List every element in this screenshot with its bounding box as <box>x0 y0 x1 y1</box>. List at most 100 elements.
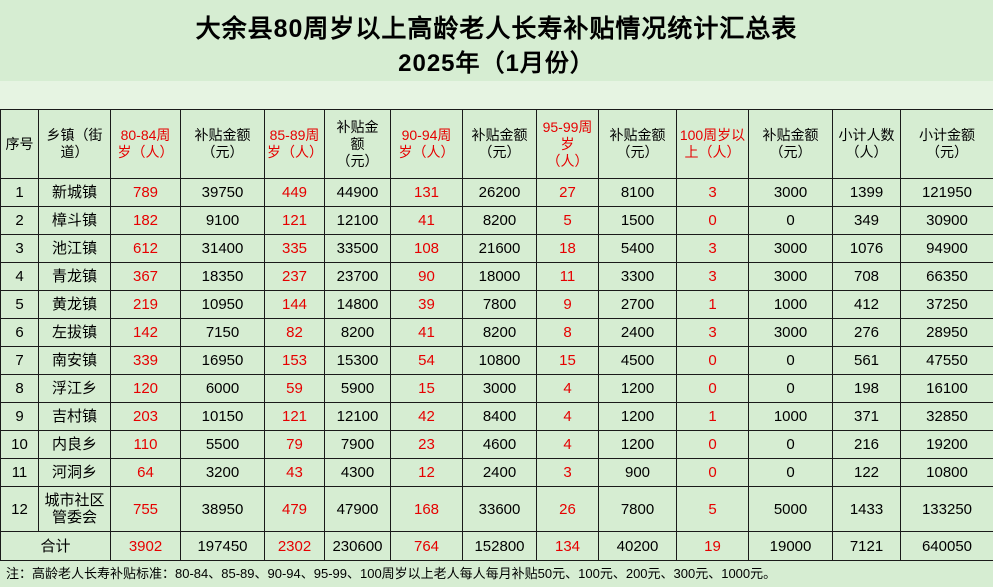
value-cell: 5900 <box>324 374 391 403</box>
total-value-cell: 152800 <box>462 531 537 561</box>
value-cell: 3000 <box>748 234 833 263</box>
township-name: 城市社区管委会 <box>38 486 111 532</box>
row-serial: 8 <box>0 374 39 403</box>
value-cell: 182 <box>110 206 181 235</box>
value-cell: 1000 <box>748 402 833 431</box>
value-cell: 168 <box>390 486 463 532</box>
value-cell: 30900 <box>900 206 993 235</box>
column-header: 小计金额 （元） <box>900 109 993 179</box>
value-cell: 14800 <box>324 290 391 319</box>
value-cell: 10800 <box>900 458 993 487</box>
value-cell: 47900 <box>324 486 391 532</box>
value-cell: 479 <box>264 486 325 532</box>
value-cell: 44900 <box>324 178 391 207</box>
column-header: 80-84周 岁（人） <box>110 109 181 179</box>
value-cell: 4 <box>536 402 599 431</box>
value-cell: 59 <box>264 374 325 403</box>
township-name: 吉村镇 <box>38 402 111 431</box>
value-cell: 561 <box>832 346 901 375</box>
value-cell: 41 <box>390 206 463 235</box>
column-header: 100周岁以 上（人） <box>676 109 749 179</box>
value-cell: 0 <box>676 458 749 487</box>
value-cell: 18350 <box>180 262 265 291</box>
value-cell: 4600 <box>462 430 537 459</box>
value-cell: 121950 <box>900 178 993 207</box>
value-cell: 2400 <box>462 458 537 487</box>
value-cell: 1000 <box>748 290 833 319</box>
value-cell: 153 <box>264 346 325 375</box>
township-name: 池江镇 <box>38 234 111 263</box>
value-cell: 23700 <box>324 262 391 291</box>
value-cell: 121 <box>264 206 325 235</box>
table-row: 6 左拔镇 142 7150 82 8200 41 8200 8 2400 3 3000 276 2895… <box>0 318 993 347</box>
row-serial: 1 <box>0 178 39 207</box>
total-row: 合计 3902 197450 2302 230600 764 152800 134 40200 1… <box>0 531 993 561</box>
value-cell: 12100 <box>324 402 391 431</box>
value-cell: 1500 <box>598 206 677 235</box>
value-cell: 237 <box>264 262 325 291</box>
value-cell: 120 <box>110 374 181 403</box>
value-cell: 3 <box>536 458 599 487</box>
value-cell: 339 <box>110 346 181 375</box>
value-cell: 133250 <box>900 486 993 532</box>
value-cell: 131 <box>390 178 463 207</box>
value-cell: 8200 <box>324 318 391 347</box>
row-serial: 2 <box>0 206 39 235</box>
value-cell: 5 <box>676 486 749 532</box>
value-cell: 0 <box>676 374 749 403</box>
value-cell: 3000 <box>748 262 833 291</box>
value-cell: 33500 <box>324 234 391 263</box>
value-cell: 8100 <box>598 178 677 207</box>
value-cell: 39750 <box>180 178 265 207</box>
row-serial: 6 <box>0 318 39 347</box>
row-serial: 3 <box>0 234 39 263</box>
value-cell: 1399 <box>832 178 901 207</box>
value-cell: 708 <box>832 262 901 291</box>
value-cell: 16100 <box>900 374 993 403</box>
row-serial: 11 <box>0 458 39 487</box>
total-value-cell: 134 <box>536 531 599 561</box>
value-cell: 79 <box>264 430 325 459</box>
value-cell: 449 <box>264 178 325 207</box>
value-cell: 3 <box>676 234 749 263</box>
table-row: 9 吉村镇 203 10150 121 12100 42 8400 4 1200 1 1000 371 3… <box>0 402 993 431</box>
value-cell: 198 <box>832 374 901 403</box>
total-value-cell: 40200 <box>598 531 677 561</box>
value-cell: 10150 <box>180 402 265 431</box>
value-cell: 33600 <box>462 486 537 532</box>
value-cell: 27 <box>536 178 599 207</box>
table-row: 10 内良乡 110 5500 79 7900 23 4600 4 1200 0 0 216 19200 <box>0 430 993 459</box>
total-value-cell: 197450 <box>180 531 265 561</box>
subsidy-summary-table: 序号 乡镇（街 道） 80-84周 岁（人） 补贴金额 （元） 85-89周 岁（人）补… <box>0 109 993 561</box>
value-cell: 219 <box>110 290 181 319</box>
value-cell: 37250 <box>900 290 993 319</box>
header-row: 序号 乡镇（街 道） 80-84周 岁（人） 补贴金额 （元） 85-89周 岁（人）补… <box>0 109 993 179</box>
value-cell: 276 <box>832 318 901 347</box>
total-value-cell: 230600 <box>324 531 391 561</box>
value-cell: 15 <box>390 374 463 403</box>
value-cell: 32850 <box>900 402 993 431</box>
value-cell: 16950 <box>180 346 265 375</box>
value-cell: 90 <box>390 262 463 291</box>
value-cell: 412 <box>832 290 901 319</box>
value-cell: 64 <box>110 458 181 487</box>
row-serial: 10 <box>0 430 39 459</box>
value-cell: 94900 <box>900 234 993 263</box>
township-name: 南安镇 <box>38 346 111 375</box>
township-name: 青龙镇 <box>38 262 111 291</box>
value-cell: 10800 <box>462 346 537 375</box>
value-cell: 4 <box>536 374 599 403</box>
column-header: 补贴金额 （元） <box>748 109 833 179</box>
column-header: 序号 <box>0 109 39 179</box>
table-header: 序号 乡镇（街 道） 80-84周 岁（人） 补贴金额 （元） 85-89周 岁（人）补… <box>0 109 993 179</box>
value-cell: 216 <box>832 430 901 459</box>
value-cell: 371 <box>832 402 901 431</box>
column-header: 补贴金额 （元） <box>598 109 677 179</box>
total-value-cell: 2302 <box>264 531 325 561</box>
value-cell: 1200 <box>598 430 677 459</box>
value-cell: 1200 <box>598 374 677 403</box>
value-cell: 28950 <box>900 318 993 347</box>
value-cell: 0 <box>676 346 749 375</box>
value-cell: 9 <box>536 290 599 319</box>
value-cell: 5400 <box>598 234 677 263</box>
